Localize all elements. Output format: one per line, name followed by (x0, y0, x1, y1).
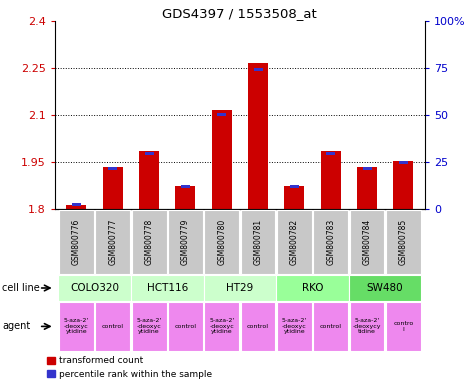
Title: GDS4397 / 1553508_at: GDS4397 / 1553508_at (162, 7, 317, 20)
Text: contro
l: contro l (393, 321, 413, 332)
Text: GSM800779: GSM800779 (181, 219, 190, 265)
Text: COLO320: COLO320 (70, 283, 119, 293)
Bar (285, 186, 304, 209)
FancyBboxPatch shape (276, 275, 349, 301)
Bar (357, 167, 377, 209)
Bar (139, 151, 159, 209)
Text: 5-aza-2'
-deoxyc
ytidine: 5-aza-2' -deoxyc ytidine (282, 318, 307, 334)
Bar (248, 63, 268, 209)
FancyBboxPatch shape (132, 210, 167, 274)
FancyBboxPatch shape (132, 302, 167, 351)
FancyBboxPatch shape (95, 210, 130, 274)
Text: cell line: cell line (2, 283, 40, 293)
FancyBboxPatch shape (349, 275, 421, 301)
Text: GSM800782: GSM800782 (290, 219, 299, 265)
Bar (326, 152, 335, 155)
Text: RKO: RKO (302, 283, 323, 293)
Text: GSM800778: GSM800778 (144, 219, 153, 265)
Bar (103, 167, 123, 209)
FancyBboxPatch shape (313, 210, 348, 274)
Bar (175, 186, 195, 209)
FancyBboxPatch shape (58, 275, 131, 301)
Text: GSM800777: GSM800777 (108, 219, 117, 265)
Bar (66, 205, 86, 209)
Text: GSM800780: GSM800780 (217, 219, 226, 265)
Text: 5-aza-2'
-deoxyc
ytidine: 5-aza-2' -deoxyc ytidine (136, 318, 162, 334)
Legend: transformed count, percentile rank within the sample: transformed count, percentile rank withi… (48, 356, 212, 379)
Text: GSM800781: GSM800781 (254, 219, 263, 265)
Text: 5-aza-2'
-deoxyc
ytidine: 5-aza-2' -deoxyc ytidine (64, 318, 89, 334)
Text: GSM800783: GSM800783 (326, 219, 335, 265)
Bar (254, 68, 263, 71)
FancyBboxPatch shape (313, 302, 348, 351)
Text: GSM800785: GSM800785 (399, 219, 408, 265)
Bar (217, 113, 226, 116)
Bar (72, 203, 81, 207)
Text: control: control (247, 324, 269, 329)
FancyBboxPatch shape (59, 210, 94, 274)
Bar (108, 167, 117, 170)
FancyBboxPatch shape (168, 302, 203, 351)
Text: 5-aza-2'
-deoxycy
tidine: 5-aza-2' -deoxycy tidine (353, 318, 381, 334)
FancyBboxPatch shape (350, 210, 384, 274)
Bar (181, 185, 190, 189)
FancyBboxPatch shape (204, 275, 276, 301)
Text: control: control (320, 324, 342, 329)
Text: GSM800776: GSM800776 (72, 219, 81, 265)
FancyBboxPatch shape (204, 302, 239, 351)
Text: 5-aza-2'
-deoxyc
ytidine: 5-aza-2' -deoxyc ytidine (209, 318, 234, 334)
Text: GSM800784: GSM800784 (362, 219, 371, 265)
FancyBboxPatch shape (204, 210, 239, 274)
FancyBboxPatch shape (277, 302, 312, 351)
Text: SW480: SW480 (367, 283, 403, 293)
Text: control: control (102, 324, 124, 329)
FancyBboxPatch shape (386, 302, 421, 351)
FancyBboxPatch shape (386, 210, 421, 274)
Bar (144, 152, 153, 155)
Bar (393, 161, 413, 209)
FancyBboxPatch shape (241, 210, 276, 274)
FancyBboxPatch shape (59, 302, 94, 351)
Bar (362, 167, 371, 170)
FancyBboxPatch shape (95, 302, 130, 351)
Bar (212, 111, 232, 209)
Bar (399, 161, 408, 164)
FancyBboxPatch shape (350, 302, 384, 351)
FancyBboxPatch shape (131, 275, 204, 301)
FancyBboxPatch shape (168, 210, 203, 274)
Text: HCT116: HCT116 (147, 283, 188, 293)
Bar (290, 185, 299, 189)
Text: HT29: HT29 (226, 283, 254, 293)
Text: control: control (174, 324, 196, 329)
Bar (321, 151, 341, 209)
FancyBboxPatch shape (241, 302, 276, 351)
FancyBboxPatch shape (277, 210, 312, 274)
Text: agent: agent (2, 321, 30, 331)
